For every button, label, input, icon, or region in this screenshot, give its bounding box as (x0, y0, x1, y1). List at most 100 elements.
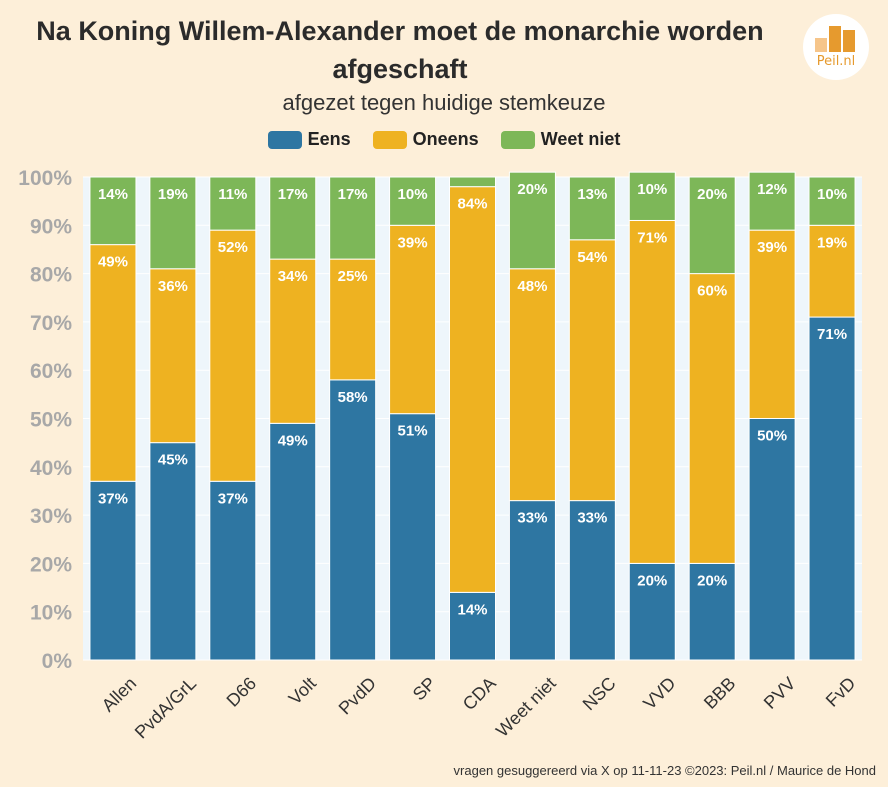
bar-data-label: 11% (218, 186, 247, 203)
peil-logo: Peil.nl (803, 14, 869, 80)
bar-oneens (508, 268, 556, 502)
bar-weet-niet (508, 171, 556, 270)
bar-eens (89, 480, 137, 661)
bar-oneens (149, 268, 197, 444)
bar-data-label: 39% (757, 239, 787, 256)
y-tick-label: 80% (30, 264, 72, 287)
bar-data-label: 52% (218, 239, 248, 256)
y-tick-label: 30% (30, 505, 72, 528)
bar-oneens (808, 224, 856, 318)
legend-item-eens: Eens (267, 129, 351, 150)
bar-data-label: 10% (817, 186, 847, 203)
bar-eens (808, 316, 856, 661)
legend-label-weet-niet: Weet niet (540, 129, 621, 149)
bar-eens (329, 379, 377, 661)
bar-eens (568, 500, 616, 661)
bar-data-label: 51% (398, 423, 428, 440)
bar-oneens (748, 229, 796, 419)
y-tick-label: 60% (30, 360, 72, 383)
legend-label-eens: Eens (307, 129, 351, 149)
bar-eens (748, 418, 796, 661)
bar-data-label: 20% (517, 181, 547, 198)
bar-data-label: 25% (338, 268, 368, 285)
bar-weet-niet (628, 171, 676, 221)
x-tick-label: BBB (700, 673, 740, 713)
bar-data-label: 58% (338, 389, 368, 406)
legend: Eens Oneens Weet niet (0, 129, 888, 150)
chart-subtitle: afgezet tegen huidige stemkeuze (282, 90, 606, 115)
bar-data-label: 37% (218, 490, 248, 507)
bar-weet-niet (89, 176, 137, 246)
bar-oneens (688, 273, 736, 564)
bar-weet-niet (568, 176, 616, 241)
bar-data-label: 14% (457, 601, 487, 618)
bar-data-label: 14% (98, 186, 128, 203)
bar-data-label: 13% (577, 186, 607, 203)
bar-data-label: 49% (278, 432, 308, 449)
bar-data-label: 71% (817, 326, 847, 343)
bar-data-label: 19% (158, 186, 188, 203)
bar-oneens (449, 186, 496, 593)
x-tick-label: PvdA/GrL (131, 673, 200, 742)
logo-text: Peil.nl (816, 54, 856, 69)
legend-label-oneens: Oneens (412, 129, 479, 149)
bar-oneens (329, 258, 377, 381)
bar-data-label: 17% (338, 186, 368, 203)
y-tick-label: 0% (42, 650, 73, 673)
bar-weet-niet (449, 176, 496, 188)
bar-data-label: 39% (398, 234, 428, 251)
bar-eens (269, 422, 317, 661)
y-tick-label: 70% (30, 312, 72, 335)
bar-eens (628, 562, 676, 661)
bar-data-label: 17% (278, 186, 308, 203)
x-tick-label: PvdD (335, 673, 380, 718)
bar-data-label: 49% (98, 254, 128, 271)
y-tick-label: 90% (30, 215, 72, 238)
bar-weet-niet (149, 176, 197, 270)
bar-weet-niet (269, 176, 317, 260)
legend-swatch-eens (267, 130, 302, 149)
bar-weet-niet (329, 176, 377, 260)
bar-data-label: 10% (637, 181, 667, 198)
legend-item-oneens: Oneens (372, 129, 479, 150)
y-tick-label: 10% (30, 602, 72, 625)
x-tick-label: FvD (822, 673, 859, 710)
bar-data-label: 36% (158, 278, 188, 295)
bar-eens (389, 413, 437, 661)
y-tick-label: 40% (30, 457, 72, 480)
bar-chart-icon (815, 26, 855, 52)
bar-data-label: 50% (757, 428, 787, 445)
y-tick-label: 20% (30, 553, 72, 576)
bar-weet-niet (808, 176, 856, 226)
bar-data-label: 20% (697, 572, 727, 589)
x-tick-label: VVD (639, 673, 679, 713)
footer-credit: vragen gesuggereerd via X op 11-11-23 ©2… (453, 763, 876, 778)
bar-data-label: 45% (158, 452, 188, 469)
y-tick-label: 100% (18, 167, 72, 190)
bar-oneens (209, 229, 257, 482)
bar-data-label: 48% (517, 278, 547, 295)
bar-data-label: 37% (98, 490, 128, 507)
bar-data-label: 33% (517, 510, 547, 527)
bar-weet-niet (209, 176, 257, 231)
bar-data-label: 71% (637, 229, 667, 246)
bar-eens (149, 442, 197, 661)
bar-eens (209, 480, 257, 661)
bar-data-label: 20% (637, 572, 667, 589)
bar-data-label: 84% (457, 196, 487, 213)
bar-data-label: 54% (577, 249, 607, 266)
bar-oneens (269, 258, 317, 424)
bar-weet-niet (748, 171, 796, 231)
bar-eens (688, 562, 736, 661)
x-tick-label: PVV (760, 673, 800, 713)
x-tick-label: Allen (98, 673, 140, 715)
x-tick-label: Weet niet (492, 673, 560, 741)
legend-swatch-weet-niet (500, 130, 535, 149)
bar-oneens (568, 239, 616, 502)
bar-oneens (628, 219, 676, 564)
bar-weet-niet (389, 176, 437, 226)
x-tick-label: SP (409, 673, 440, 704)
legend-item-weet-niet: Weet niet (500, 129, 621, 150)
bar-weet-niet (688, 176, 736, 275)
